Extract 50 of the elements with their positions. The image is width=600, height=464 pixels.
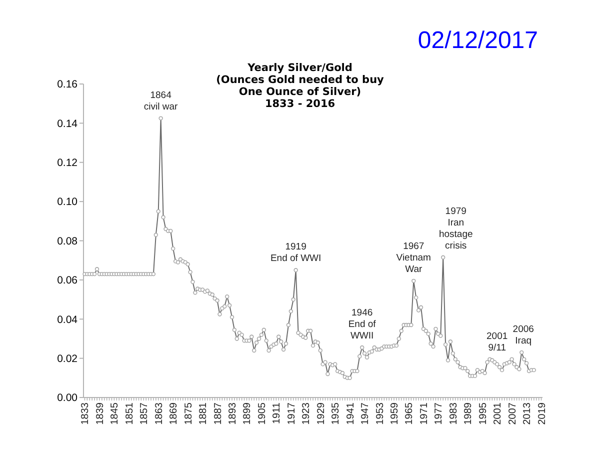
y-tick-label: 0.04	[57, 314, 78, 326]
y-tick-label: 0.16	[57, 78, 78, 91]
x-tick-label: 1953	[374, 402, 386, 425]
x-tick-label: 1983	[448, 402, 460, 425]
annotation: 2001 9/11	[486, 330, 508, 354]
x-tick-label: 1947	[360, 402, 372, 425]
x-tick-label: 2013	[522, 402, 534, 425]
x-tick-label: 2019	[536, 402, 548, 425]
y-tick-label: 0.00	[57, 392, 78, 404]
x-tick-label: 2007	[507, 402, 518, 425]
x-tick-label: 1881	[198, 402, 210, 425]
x-tick-label: 1899	[242, 402, 254, 425]
x-tick-label: 1941	[345, 402, 356, 425]
y-tick-label: 0.08	[57, 235, 78, 248]
x-tick-label: 1869	[168, 402, 180, 425]
text: 02/12/2017	[418, 27, 538, 54]
y-tick-label: 0.06	[57, 274, 78, 287]
y-tick-label: 0.14	[57, 118, 78, 130]
x-tick-label: 1965	[404, 402, 416, 425]
x-tick-label: 1839	[94, 402, 106, 425]
x-tick-label: 1845	[110, 402, 121, 425]
annotation: 1967 Vietnam War	[396, 241, 432, 275]
x-tick-label: 1917	[286, 402, 298, 425]
x-tick-label: 1833	[80, 402, 92, 425]
chart-title: Yearly Silver/Gold (Ounces Gold needed to buy One Ounce of Silver) 1833 - 2016	[216, 62, 384, 110]
x-tick-label: 1893	[228, 402, 238, 425]
x-tick-label: 1851	[124, 402, 136, 425]
annotation: 1979 Iran hostage crisis	[438, 206, 473, 252]
y-tick-label: 0.02	[57, 352, 78, 365]
x-tick-label: 1857	[139, 402, 150, 425]
x-tick-label: 1863	[154, 402, 165, 425]
x-tick-label: 1935	[330, 402, 342, 425]
x-tick-label: 1989	[463, 402, 474, 425]
y-tick-label: 0.12	[57, 157, 78, 170]
x-tick-label: 1911	[272, 402, 283, 424]
annotation: 1864 civil war	[144, 90, 178, 112]
x-tick-label: 1923	[301, 402, 312, 425]
x-tick-label: 1875	[183, 402, 194, 425]
x-tick-label: 1887	[212, 402, 224, 425]
annotation: 2006 Iraq	[512, 324, 534, 346]
y-tick-label: 0.10	[57, 196, 78, 208]
x-tick-label: 1971	[418, 402, 430, 425]
x-tick-label: 1905	[256, 402, 268, 425]
x-tick-label: 1995	[478, 402, 489, 425]
annotation: 1946 End of WWII	[348, 308, 376, 342]
x-tick-label: 2001	[492, 402, 504, 425]
x-tick-label: 1977	[434, 402, 445, 425]
x-tick-label: 1929	[316, 402, 327, 425]
annotation: 1919 End of WWI	[270, 242, 322, 264]
x-tick-label: 1959	[390, 402, 400, 425]
